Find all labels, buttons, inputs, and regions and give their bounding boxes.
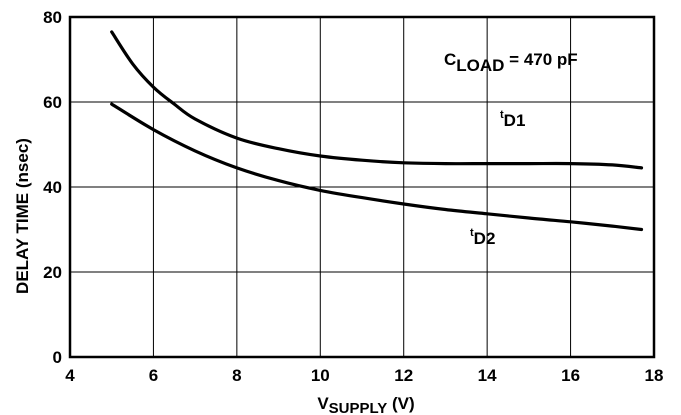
load-condition-sub: LOAD [456,56,504,75]
series-group [110,30,644,232]
x-axis-title-main: V [317,394,329,413]
y-tick-80: 80 [43,8,62,27]
series-label-td2: tD2 [470,227,495,248]
x-tick-14: 14 [478,366,497,385]
x-tick-labels: 4 6 8 10 12 14 16 18 [65,366,663,385]
x-tick-18: 18 [645,366,664,385]
load-condition-value: = 470 pF [504,50,577,69]
series-line-td2 [110,102,644,232]
series-line-td1 [110,30,644,170]
series-label-td1: tD1 [500,109,525,130]
y-tick-20: 20 [43,263,62,282]
x-tick-12: 12 [394,366,413,385]
series-label-td1-t: t [500,109,504,121]
x-axis-title-sub: SUPPLY [329,400,388,415]
load-condition-label: CLOAD = 470 pF [444,50,578,75]
x-tick-8: 8 [232,366,241,385]
y-tick-60: 60 [43,93,62,112]
x-tick-6: 6 [149,366,158,385]
series-label-td1-sub: D1 [504,111,526,130]
y-tick-0: 0 [53,348,62,367]
x-axis-title-unit: (V) [387,394,414,413]
series-label-td2-sub: D2 [474,229,496,248]
x-tick-4: 4 [65,366,75,385]
y-axis-title: DELAY TIME (nsec) [13,138,32,294]
x-tick-10: 10 [311,366,330,385]
load-condition-main: C [444,50,456,69]
y-tick-labels: 0 20 40 60 80 [43,8,62,367]
plot-frame [68,15,656,359]
y-tick-40: 40 [43,178,62,197]
x-tick-16: 16 [561,366,580,385]
x-axis-title: VSUPPLY (V) [317,394,414,415]
series-label-td2-t: t [470,227,474,239]
